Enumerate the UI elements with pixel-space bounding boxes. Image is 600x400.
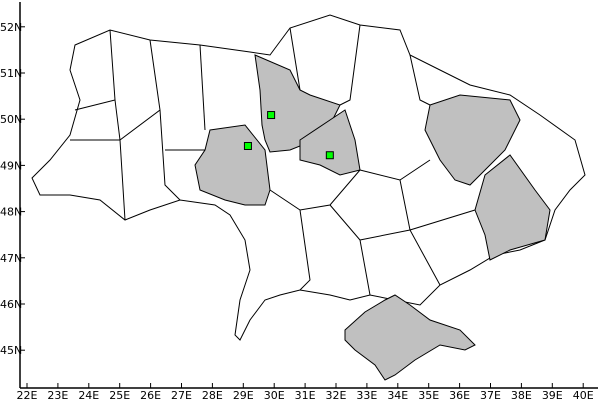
oblast-border — [199, 44, 206, 131]
lon-tick-label: 29E — [233, 389, 254, 400]
lon-tick-label: 24E — [78, 389, 99, 400]
lon-tick-label: 31E — [295, 389, 316, 400]
lon-tick-label: 38E — [511, 389, 532, 400]
lat-tick-label: 48N — [0, 206, 22, 219]
lat-tick-label: 51N — [0, 67, 22, 80]
lon-tick-label: 26E — [140, 389, 161, 400]
lon-tick-label: 30E — [264, 389, 285, 400]
lon-tick-label: 27E — [171, 389, 192, 400]
lon-tick-label: 32E — [326, 389, 347, 400]
oblast-border — [409, 209, 476, 231]
oblast-border — [299, 209, 311, 291]
donetsk-oblast — [474, 154, 551, 261]
oblast-border — [339, 24, 361, 106]
lat-tick-label: 46N — [0, 298, 22, 311]
oblast-border — [159, 109, 181, 201]
oblast-border — [269, 169, 361, 211]
oblast-border — [289, 27, 301, 91]
lon-tick-label: 37E — [480, 389, 501, 400]
lat-tick-label: 47N — [0, 252, 22, 265]
lon-tick-label: 23E — [47, 389, 68, 400]
lon-tick-label: 40E — [573, 389, 594, 400]
location-marker — [325, 151, 334, 160]
crimea — [344, 294, 476, 381]
lat-tick-label: 49N — [0, 159, 22, 172]
kharkiv-oblast — [424, 94, 521, 186]
lat-tick-label: 50N — [0, 113, 22, 126]
lat-tick-label: 45N — [0, 344, 22, 357]
lon-tick-label: 33E — [356, 389, 377, 400]
location-marker — [243, 141, 252, 150]
lon-tick-label: 36E — [449, 389, 470, 400]
lon-tick-label: 34E — [387, 389, 408, 400]
lon-tick-label: 28E — [202, 389, 223, 400]
lon-tick-label: 39E — [542, 389, 563, 400]
lon-tick-label: 35E — [418, 389, 439, 400]
lon-tick-label: 25E — [109, 389, 130, 400]
lon-tick-label: 22E — [17, 389, 38, 400]
oblast-border — [359, 229, 411, 241]
oblast-border — [409, 54, 431, 106]
lat-tick-label: 52N — [0, 21, 22, 34]
country-outline — [31, 14, 586, 341]
location-marker — [267, 111, 276, 120]
